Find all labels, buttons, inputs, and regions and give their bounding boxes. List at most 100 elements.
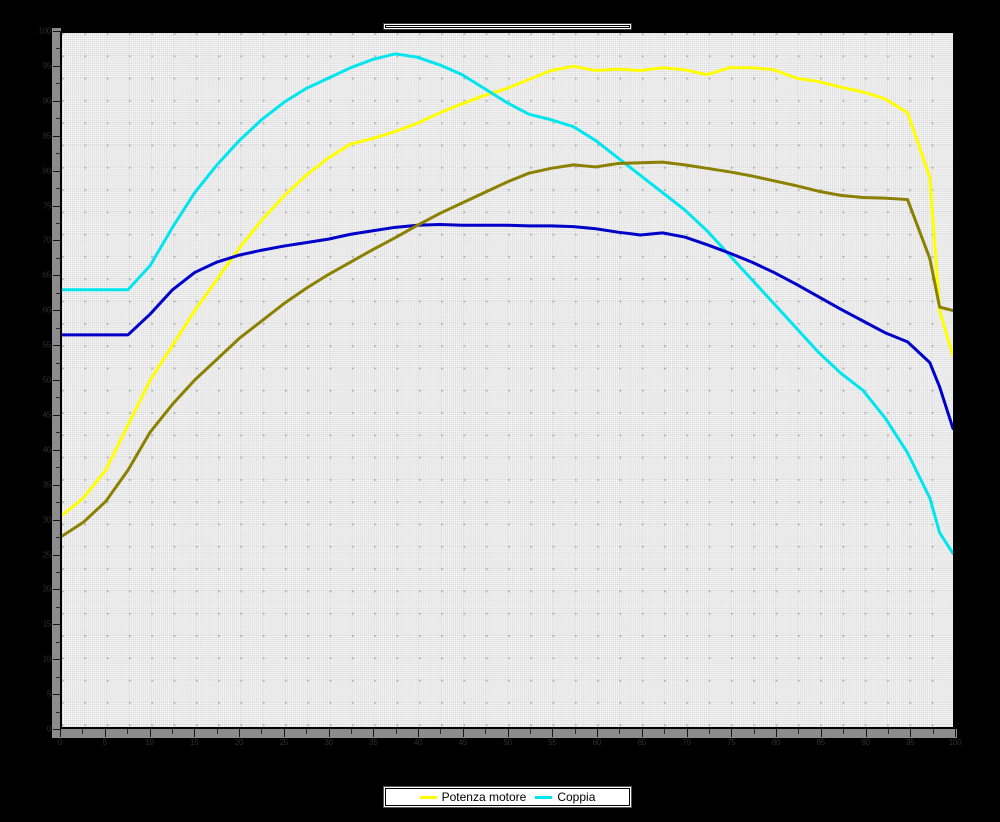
plot-frame xyxy=(60,31,955,729)
y-tick-label: 60 xyxy=(42,305,52,315)
y-tick xyxy=(56,362,61,364)
x-tick-label: 80 xyxy=(771,738,781,747)
x-tick-label: 95 xyxy=(906,738,915,747)
title-box xyxy=(383,23,632,30)
x-tick-label: 30 xyxy=(324,738,333,747)
y-tick xyxy=(56,83,61,85)
legend-item-2[interactable]: Coppia xyxy=(535,791,595,803)
y-tick-label: 35 xyxy=(42,480,52,490)
x-tick xyxy=(261,729,263,734)
x-tick-label: 20 xyxy=(234,738,244,747)
x-tick xyxy=(597,729,598,737)
series-line-3 xyxy=(62,223,953,431)
y-tick xyxy=(56,118,61,120)
x-tick xyxy=(798,729,800,734)
y-tick xyxy=(53,694,61,696)
x-tick xyxy=(865,729,867,737)
x-tick xyxy=(955,729,956,737)
series-line-2 xyxy=(62,52,953,555)
y-tick xyxy=(56,188,61,190)
y-tick xyxy=(53,554,61,556)
x-tick-label: 45 xyxy=(458,738,468,747)
y-tick-label: 70 xyxy=(42,235,52,245)
line-swatch-yellow-icon xyxy=(419,795,437,799)
y-tick-label: 50 xyxy=(42,375,52,385)
y-tick xyxy=(53,414,61,416)
y-tick xyxy=(56,222,61,224)
x-tick-label: 5 xyxy=(102,738,107,747)
legend-item-1[interactable]: Potenza motore xyxy=(419,790,527,804)
x-tick xyxy=(350,729,352,734)
x-tick-label: 100 xyxy=(948,738,962,747)
y-tick xyxy=(53,31,61,32)
x-tick xyxy=(731,729,733,737)
y-tick xyxy=(53,170,61,172)
x-tick-label: 65 xyxy=(637,738,647,747)
y-tick-label: 45 xyxy=(42,410,52,420)
x-tick xyxy=(507,729,509,737)
y-tick-label: 80 xyxy=(42,166,52,176)
y-tick xyxy=(56,327,61,329)
y-tick-label: 15 xyxy=(42,619,52,629)
legend[interactable]: Potenza motore Coppia xyxy=(383,786,632,808)
y-tick-label: 95 xyxy=(42,61,52,71)
x-tick xyxy=(776,729,777,737)
x-tick xyxy=(395,729,397,734)
y-tick xyxy=(53,275,61,277)
y-tick xyxy=(53,135,61,137)
y-tick-label: 55 xyxy=(42,340,52,350)
y-tick xyxy=(56,48,61,50)
y-tick-label: 10 xyxy=(42,654,52,664)
x-tick xyxy=(373,729,375,737)
x-tick-label: 25 xyxy=(279,738,289,747)
y-tick-label: 20 xyxy=(42,584,52,594)
x-axis-gutter xyxy=(52,729,957,738)
y-tick-label: 40 xyxy=(42,445,52,455)
x-tick xyxy=(328,729,330,737)
legend-item-label: Potenza motore xyxy=(441,790,527,804)
y-axis-ticks: 100 95 90 85 80 75 70 65 60 55 50 45 40 35 30 25 20 15 10 5… xyxy=(39,27,61,734)
y-tick xyxy=(56,606,61,608)
y-tick-label: 65 xyxy=(42,270,52,280)
y-tick-label: 30 xyxy=(42,515,52,525)
x-axis-ticks: 0 5 10 15 20 25 30 35 40 45 50 55 60 65 70 75 80 85 90 95 10… xyxy=(58,729,962,747)
x-tick xyxy=(306,729,308,734)
x-tick xyxy=(60,729,61,737)
y-tick xyxy=(53,624,61,626)
x-tick-label: 15 xyxy=(190,738,199,747)
x-tick xyxy=(239,729,240,737)
y-tick-label: 85 xyxy=(42,131,52,141)
y-tick xyxy=(56,467,61,469)
y-tick xyxy=(56,537,61,539)
x-tick xyxy=(820,729,822,737)
x-tick xyxy=(574,729,576,734)
x-tick xyxy=(641,729,643,737)
y-tick xyxy=(53,65,61,67)
y-tick xyxy=(56,397,61,399)
series-lines xyxy=(62,52,953,555)
y-tick-label: 25 xyxy=(42,550,52,559)
y-tick xyxy=(53,449,61,451)
x-tick-label: 40 xyxy=(413,738,423,747)
y-tick xyxy=(53,240,61,242)
y-tick xyxy=(53,100,61,102)
y-tick xyxy=(53,380,61,381)
y-tick xyxy=(56,711,61,713)
x-tick xyxy=(283,729,285,737)
y-tick xyxy=(56,292,61,294)
title-box-label xyxy=(385,25,630,28)
y-tick-label: 5 xyxy=(46,689,51,699)
x-tick-label: 10 xyxy=(145,738,154,747)
x-tick xyxy=(440,729,442,734)
y-tick xyxy=(56,257,61,259)
y-tick xyxy=(53,589,61,591)
x-tick-label: 35 xyxy=(369,738,378,747)
plot-area xyxy=(62,33,953,727)
x-tick xyxy=(664,729,666,734)
x-tick-label: 0 xyxy=(57,738,63,747)
legend-entries: Potenza motore Coppia xyxy=(385,788,630,806)
x-tick-label: 55 xyxy=(548,738,557,747)
y-tick xyxy=(56,571,61,573)
x-tick-label: 75 xyxy=(727,738,736,747)
